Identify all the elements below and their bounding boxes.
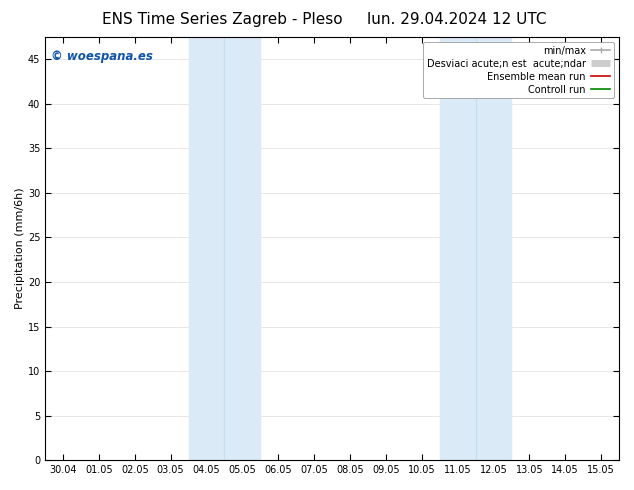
Bar <box>439 37 512 460</box>
Y-axis label: Precipitation (mm/6h): Precipitation (mm/6h) <box>15 188 25 309</box>
Bar <box>188 37 261 460</box>
Legend: min/max, Desviaci acute;n est  acute;ndar, Ensemble mean run, Controll run: min/max, Desviaci acute;n est acute;ndar… <box>423 42 614 98</box>
Text: lun. 29.04.2024 12 UTC: lun. 29.04.2024 12 UTC <box>366 12 547 27</box>
Text: ENS Time Series Zagreb - Pleso: ENS Time Series Zagreb - Pleso <box>101 12 342 27</box>
Text: © woespana.es: © woespana.es <box>51 50 153 63</box>
